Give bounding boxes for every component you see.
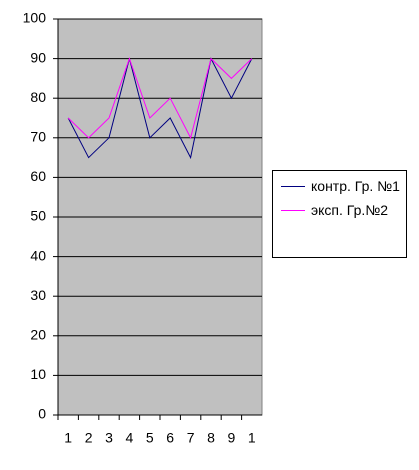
y-tick-label: 20 (30, 327, 46, 343)
y-tick-label: 50 (30, 208, 46, 224)
x-tick-label: 9 (228, 430, 236, 446)
legend-label: контр. Гр. №1 (311, 178, 400, 194)
y-tick-label: 60 (30, 168, 46, 184)
legend-swatch (281, 186, 305, 187)
legend-label: эксп. Гр.№2 (311, 202, 389, 218)
y-tick-label: 10 (30, 366, 46, 382)
legend-entry: контр. Гр. №1 (273, 177, 402, 195)
y-tick-label: 80 (30, 89, 46, 105)
series-line (67, 57, 253, 160)
x-tick-label: 8 (207, 430, 215, 446)
x-tick-label: 2 (85, 430, 93, 446)
y-tick-label: 100 (23, 10, 47, 26)
series-line (67, 57, 253, 140)
y-tick-label: 70 (30, 129, 46, 145)
x-tick-label: 1 (248, 430, 256, 446)
x-tick-label: 1 (64, 430, 72, 446)
legend-entry: эксп. Гр.№2 (273, 201, 402, 219)
x-tick-label: 4 (126, 430, 134, 446)
x-tick-label: 5 (146, 430, 154, 446)
y-tick-label: 30 (30, 287, 46, 303)
x-tick-label: 7 (187, 430, 195, 446)
x-tick-label: 6 (166, 430, 174, 446)
legend: контр. Гр. №1 эксп. Гр.№2 (272, 170, 407, 258)
y-tick-label: 0 (38, 406, 46, 422)
legend-swatch (281, 210, 305, 211)
y-tick-label: 90 (30, 49, 46, 65)
y-tick-label: 40 (30, 247, 46, 263)
x-tick-label: 3 (105, 430, 113, 446)
